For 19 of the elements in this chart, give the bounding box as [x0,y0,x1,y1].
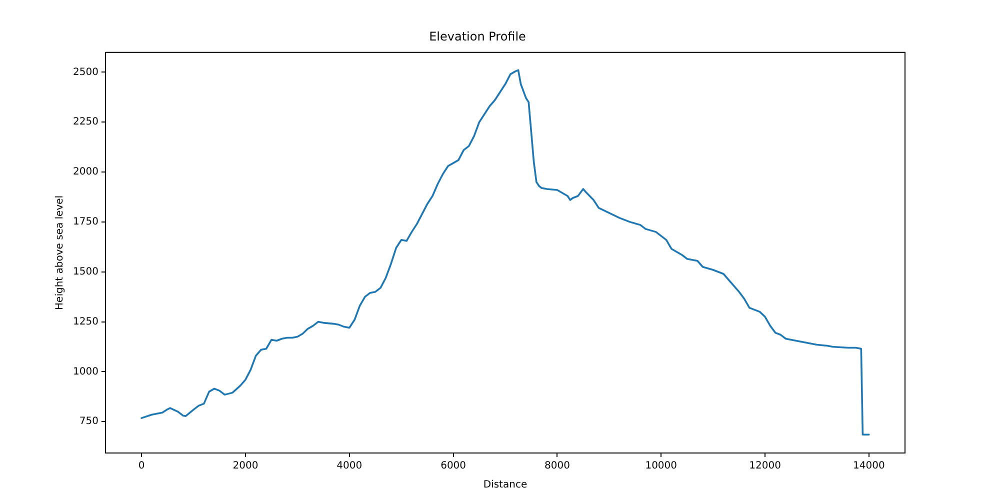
x-tick-label: 6000 [440,460,466,472]
x-axis-title: Distance [483,480,528,491]
y-tick-label: 1500 [72,266,98,278]
x-tick-label: 4000 [336,460,362,472]
x-tick-label: 10000 [645,460,678,472]
y-axis-title: Height above sea level [54,195,66,310]
y-tick-label: 2250 [72,116,98,128]
x-tick-label: 2000 [232,460,258,472]
y-tick-label: 1250 [72,316,98,328]
x-tick-label: 0 [138,460,145,472]
y-tick-label: 1750 [72,216,98,228]
x-tick-label: 12000 [749,460,781,472]
y-tick-label: 2500 [72,66,98,78]
y-tick-label: 2000 [72,166,98,178]
x-tick-label: 8000 [544,460,570,472]
x-tick-label: 14000 [853,460,885,472]
y-tick-label: 750 [79,416,98,428]
y-tick-label: 1000 [72,366,98,378]
chart-title: Elevation Profile [429,29,526,44]
